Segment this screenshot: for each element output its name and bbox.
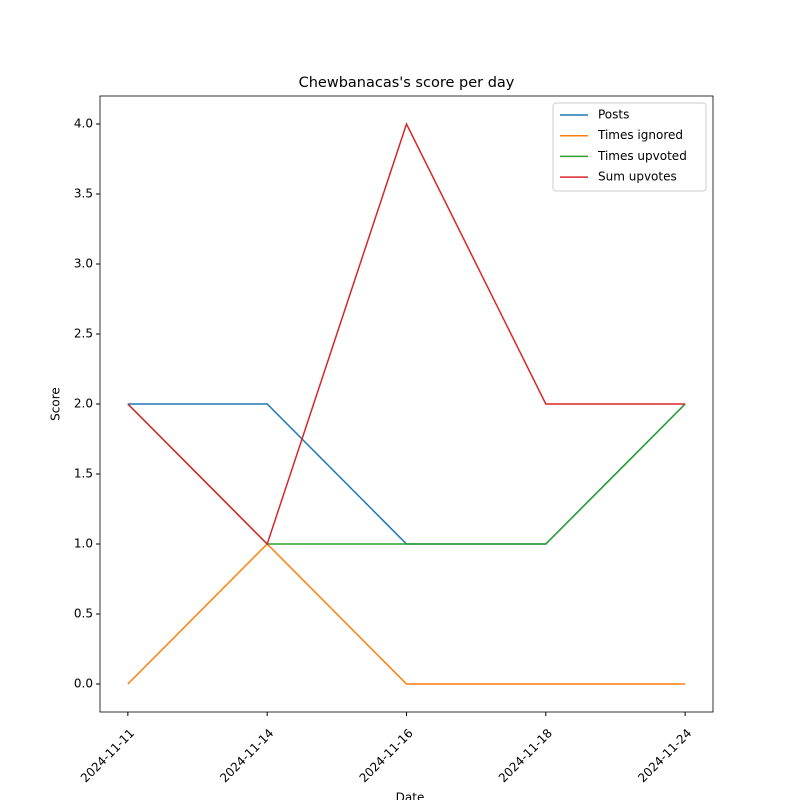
legend-label: Times upvoted bbox=[597, 149, 687, 163]
y-tick-label: 1.5 bbox=[74, 467, 93, 481]
y-tick-label: 3.0 bbox=[74, 257, 93, 271]
series-line bbox=[127, 542, 686, 685]
y-axis-label: Score bbox=[49, 387, 63, 421]
y-tick-label: 4.0 bbox=[74, 117, 93, 131]
legend-box bbox=[552, 102, 707, 192]
y-tick-label: 0.0 bbox=[74, 677, 93, 691]
y-tick-label: 0.5 bbox=[74, 607, 93, 621]
legend-label: Posts bbox=[598, 108, 629, 122]
y-tick-label: 1.0 bbox=[74, 537, 93, 551]
y-tick-label: 2.5 bbox=[74, 327, 93, 341]
chart-title: Chewbanacas's score per day bbox=[299, 75, 515, 91]
x-axis-label: Date bbox=[396, 791, 425, 800]
plot-frame bbox=[99, 95, 714, 713]
legend-label: Times ignored bbox=[597, 128, 683, 142]
legend-label: Sum upvotes bbox=[598, 170, 677, 184]
y-tick-label: 3.5 bbox=[74, 187, 93, 201]
series-line bbox=[127, 122, 686, 546]
y-tick-label: 2.0 bbox=[74, 397, 93, 411]
